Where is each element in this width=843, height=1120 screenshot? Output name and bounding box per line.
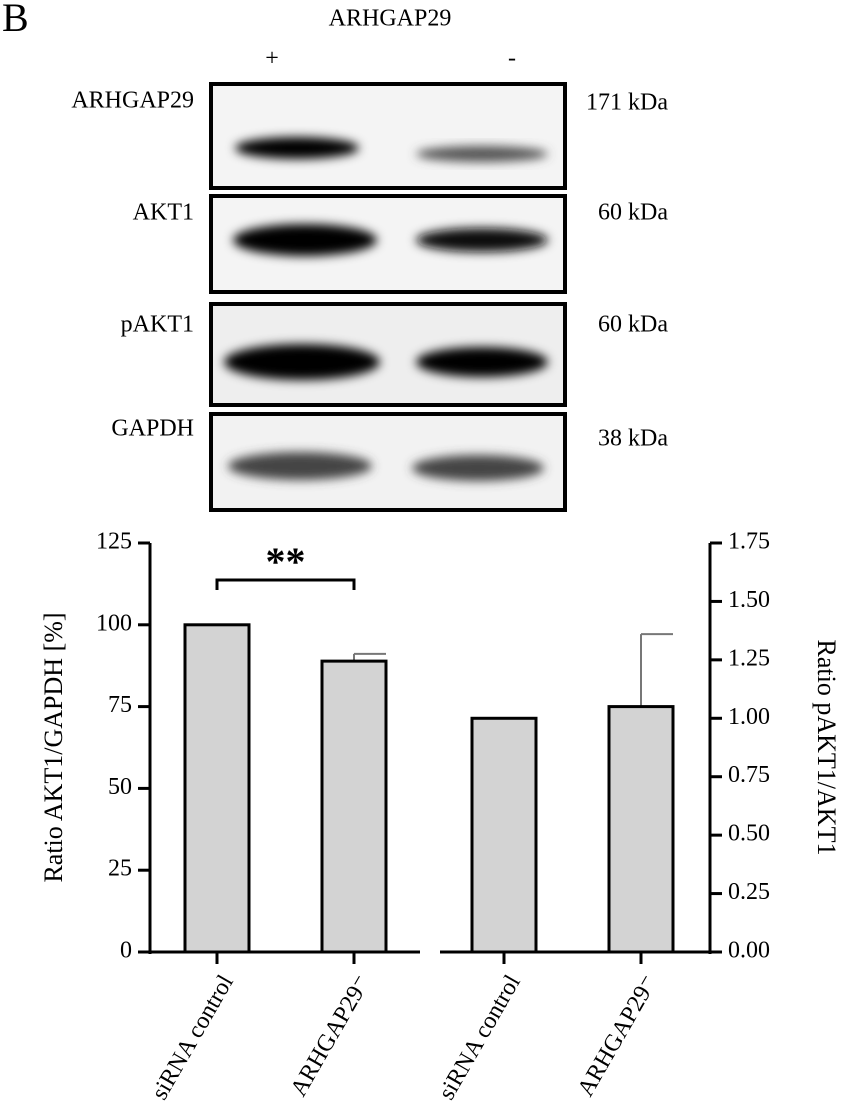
x-tick-label: siRNA control (434, 970, 526, 1104)
x-tick-label: ARHGAP29⁻ (286, 971, 376, 1101)
y2-tick-label: 1.00 (728, 704, 770, 730)
y-tick-label: 50 (108, 774, 132, 800)
blot-title: ARHGAP29 (329, 6, 452, 32)
row-label: GAPDH (111, 416, 194, 442)
y-axis-label: Ratio AKT1/GAPDH [%] (39, 612, 68, 882)
band (416, 228, 548, 252)
y2-tick-label: 1.25 (728, 645, 770, 671)
x-tick-label: siRNA control (147, 970, 239, 1104)
row-label: ARHGAP29 (71, 88, 194, 114)
lane-label: - (508, 46, 516, 72)
y2-tick-label: 0.25 (728, 879, 770, 905)
y2-tick-label: 0.00 (728, 938, 770, 964)
y2-tick-label: 1.75 (728, 529, 770, 555)
y-tick-label: 75 (108, 692, 132, 718)
y-tick-label: 125 (96, 529, 132, 555)
bar (320, 659, 388, 954)
y-tick-label: 25 (108, 856, 132, 882)
bar (183, 623, 251, 954)
row-size: 38 kDa (598, 426, 668, 452)
y2-tick-label: 1.50 (728, 587, 770, 613)
error-bar (640, 633, 673, 707)
row-label: pAKT1 (121, 312, 194, 338)
y-tick-label: 100 (96, 610, 132, 636)
row-size: 60 kDa (598, 312, 668, 338)
chart: 0 25 50 75 100 125 0.00 0.25 0.50 0.75 1.00 1.25 1.5… (39, 529, 841, 1105)
row-label: AKT1 (133, 200, 194, 226)
blot-panel (209, 82, 567, 190)
band (412, 455, 544, 481)
y-tick-label: 0 (120, 938, 132, 964)
band (224, 344, 380, 380)
y2-tick-label: 0.50 (728, 821, 770, 847)
significance-bracket (215, 578, 356, 590)
panel-label: B (2, 0, 29, 40)
x-tick-label: ARHGAP29⁻ (573, 971, 663, 1101)
band (228, 452, 372, 480)
bar (470, 716, 538, 954)
significance-label: ** (266, 539, 306, 584)
band (416, 347, 548, 377)
row-size: 171 kDa (586, 90, 668, 116)
blot (209, 82, 567, 512)
y2-tick-label: 0.75 (728, 762, 770, 788)
row-size: 60 kDa (598, 200, 668, 226)
band (416, 146, 548, 162)
band (233, 224, 377, 256)
lane-label: + (265, 46, 279, 72)
band (235, 137, 359, 159)
bar (607, 705, 675, 954)
y2-axis-label: Ratio pAKT1/AKT1 (812, 640, 841, 856)
